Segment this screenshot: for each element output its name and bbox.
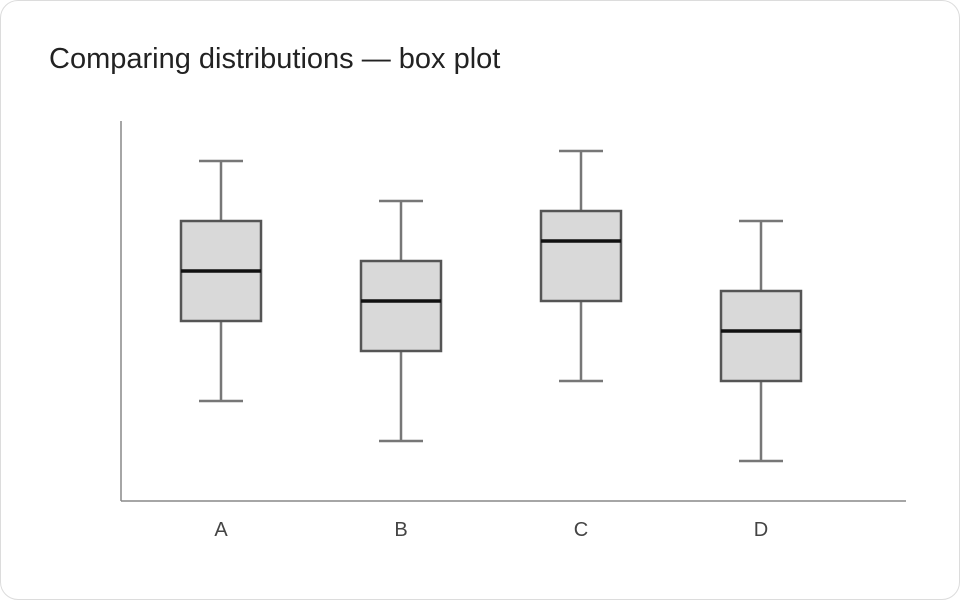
category-label-d: D bbox=[754, 519, 768, 541]
category-labels: A B C D bbox=[214, 519, 768, 541]
box-a bbox=[179, 159, 263, 403]
axes bbox=[120, 121, 906, 502]
box-iqr-d bbox=[719, 289, 803, 383]
category-label-a: A bbox=[214, 519, 228, 541]
box-b bbox=[359, 199, 443, 443]
category-label-c: C bbox=[574, 519, 588, 541]
category-label-b: B bbox=[394, 519, 407, 541]
boxes-group bbox=[179, 149, 803, 463]
box-c bbox=[539, 149, 623, 383]
chart-title: Comparing distributions — box plot bbox=[49, 43, 501, 75]
box-iqr-c bbox=[539, 209, 623, 303]
box-iqr-b bbox=[359, 259, 443, 353]
box-d bbox=[719, 219, 803, 463]
